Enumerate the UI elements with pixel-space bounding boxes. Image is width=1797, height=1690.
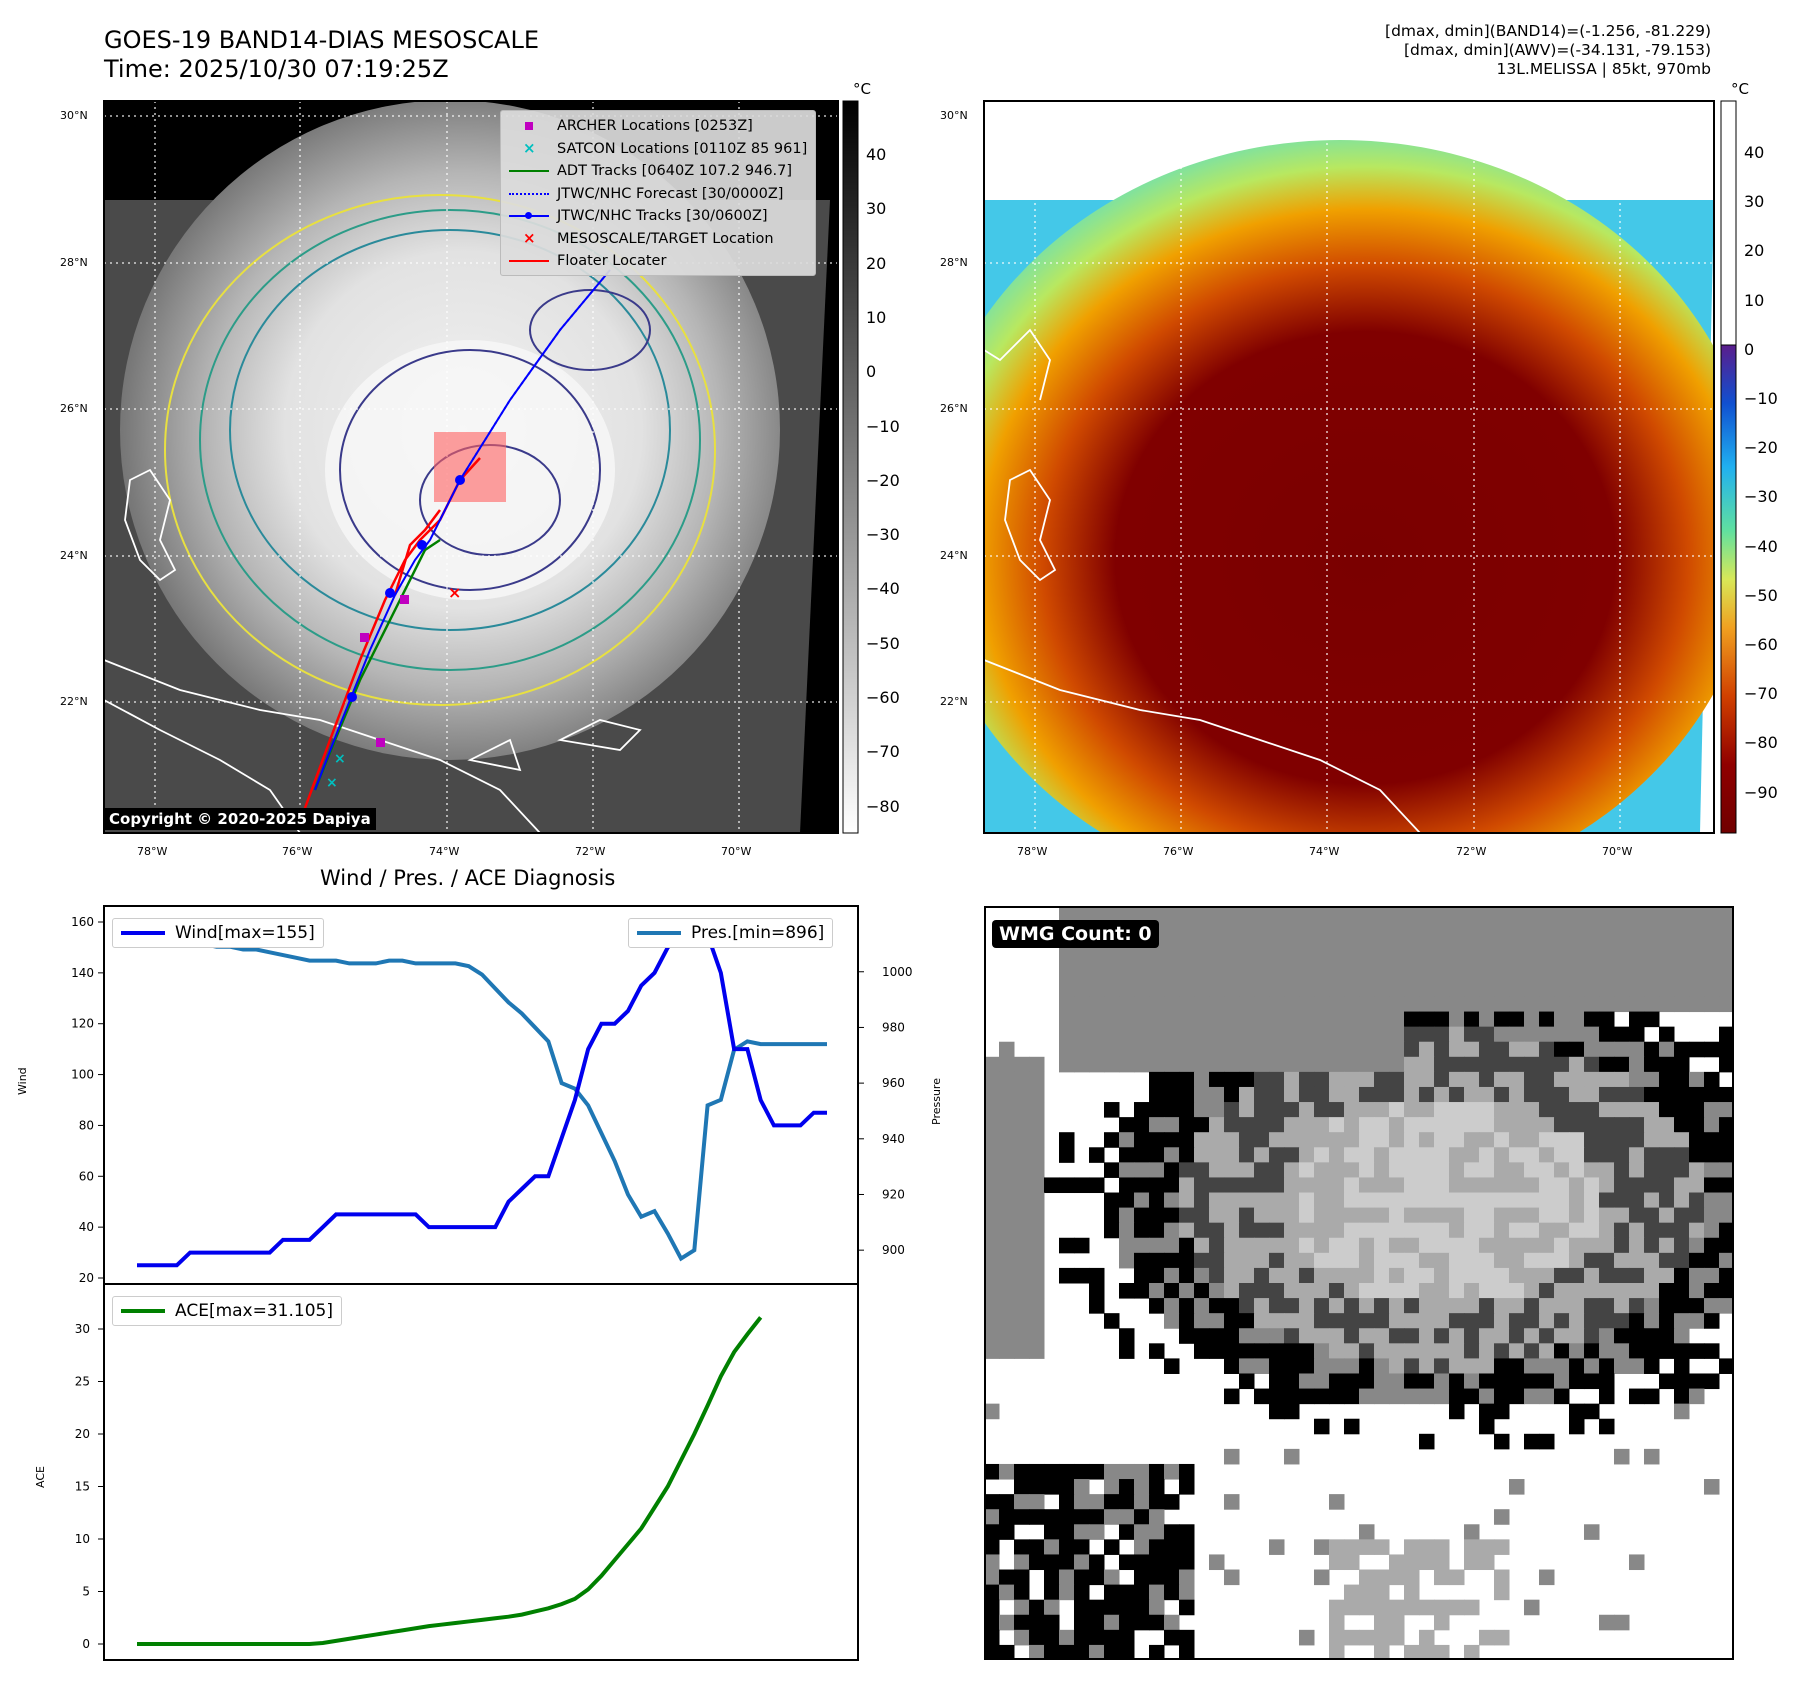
ace-tick-label: 20 [75, 1427, 90, 1441]
wind-tick-label: 140 [71, 966, 94, 980]
ace-series-line [137, 1317, 761, 1644]
pressure-tick-label: 980 [882, 1020, 905, 1034]
wmg-cells [984, 906, 1734, 1660]
pressure-tick-label: 900 [882, 1243, 905, 1257]
wmg-grid [984, 906, 1734, 1660]
wmg-count-label: WMG Count: 0 [992, 920, 1159, 948]
legend-label-ace: ACE[max=31.105] [175, 1300, 333, 1322]
wind-series-line [137, 935, 827, 1266]
ace-tick-label: 0 [82, 1637, 90, 1651]
pressure-axis-label: Pressure [930, 1078, 943, 1125]
legend-wind: Wind[max=155] [112, 918, 324, 948]
ace-tick-label: 30 [75, 1322, 90, 1336]
ace-axis-label: ACE [34, 1466, 47, 1488]
pressure-tick-label: 1000 [882, 965, 913, 979]
legend-ace: ACE[max=31.105] [112, 1296, 342, 1326]
ace-tick-label: 5 [82, 1585, 90, 1599]
wind-tick-label: 100 [71, 1068, 94, 1082]
legend-label-pressure: Pres.[min=896] [691, 922, 824, 944]
legend-pressure: Pres.[min=896] [628, 918, 833, 948]
wind-axis-label: Wind [16, 1067, 29, 1095]
ace-tick-label: 25 [75, 1375, 90, 1389]
pressure-tick-label: 960 [882, 1076, 905, 1090]
wind-tick-label: 40 [79, 1220, 94, 1234]
legend-line-wind [121, 931, 165, 935]
wind-tick-label: 120 [71, 1017, 94, 1031]
wind-tick-label: 20 [79, 1271, 94, 1285]
legend-line-pressure [637, 931, 681, 935]
legend-label-wind: Wind[max=155] [175, 922, 315, 944]
wind-tick-label: 60 [79, 1169, 94, 1183]
wind-tick-label: 80 [79, 1118, 94, 1132]
wind-tick-label: 160 [71, 915, 94, 929]
pressure-tick-label: 920 [882, 1187, 905, 1201]
ace-tick-label: 10 [75, 1532, 90, 1546]
pressure-tick-label: 940 [882, 1132, 905, 1146]
ace-tick-label: 15 [75, 1480, 90, 1494]
legend-line-ace [121, 1309, 165, 1313]
